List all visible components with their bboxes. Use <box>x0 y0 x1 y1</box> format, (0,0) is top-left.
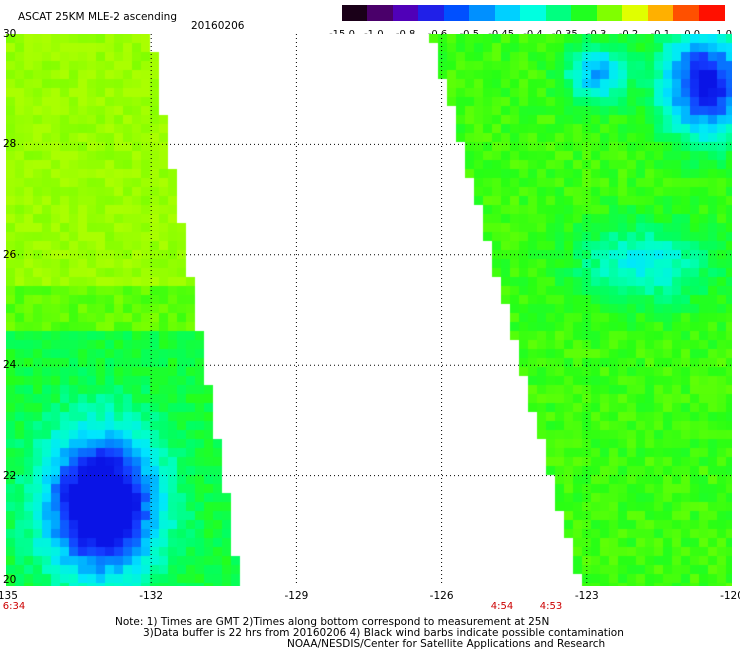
lat-lon-grid <box>6 34 732 586</box>
y-tick-label: 24 <box>3 359 17 372</box>
y-tick-label: 22 <box>3 469 17 482</box>
colorbar-segment <box>418 5 445 21</box>
colorbar-segment <box>545 5 572 21</box>
product-date: 20160206 <box>191 20 245 32</box>
colorbar-segment <box>673 5 700 21</box>
note-line-3: NOAA/NESDIS/Center for Satellite Applica… <box>287 638 606 650</box>
colorbar-segment <box>443 5 470 21</box>
colorbar-segment <box>367 5 394 21</box>
colorbar-segment <box>469 5 496 21</box>
time-label-mid2: 4:53 <box>539 601 563 612</box>
map-plot <box>6 34 732 586</box>
x-tick-label: -120 <box>720 590 740 602</box>
y-tick-label: 28 <box>3 138 17 151</box>
colorbar: -15.0-1.0-0.8-0.6-0.5-0.45-0.4-0.35-0.3-… <box>329 5 732 40</box>
x-tick-label: -126 <box>429 590 454 602</box>
note-line-2: 3)Data buffer is 22 hrs from 20160206 4)… <box>143 627 624 639</box>
colorbar-segment <box>647 5 674 21</box>
note-line-1: Note: 1) Times are GMT 2)Times along bot… <box>115 616 550 628</box>
colorbar-segment <box>622 5 649 21</box>
colorbar-segment <box>698 5 725 21</box>
colorbar-segment <box>342 5 369 21</box>
product-title: ASCAT 25KM MLE-2 ascending <box>18 11 177 23</box>
colorbar-segment <box>392 5 419 21</box>
y-tick-label: 26 <box>3 248 17 261</box>
time-label-left: 6:34 <box>2 601 26 612</box>
x-tick-label: -123 <box>574 590 599 602</box>
time-label-mid1: 4:54 <box>490 601 514 612</box>
y-tick-label: 30 <box>3 28 17 40</box>
x-tick-label: -132 <box>139 590 164 602</box>
colorbar-segment <box>596 5 623 21</box>
colorbar-segment <box>571 5 598 21</box>
y-tick-label: 20 <box>3 574 17 586</box>
x-tick-label: -135 <box>0 590 18 602</box>
colorbar-segment <box>520 5 547 21</box>
x-tick-label: -129 <box>284 590 309 602</box>
wind-field-image <box>6 34 732 586</box>
colorbar-segment <box>494 5 521 21</box>
